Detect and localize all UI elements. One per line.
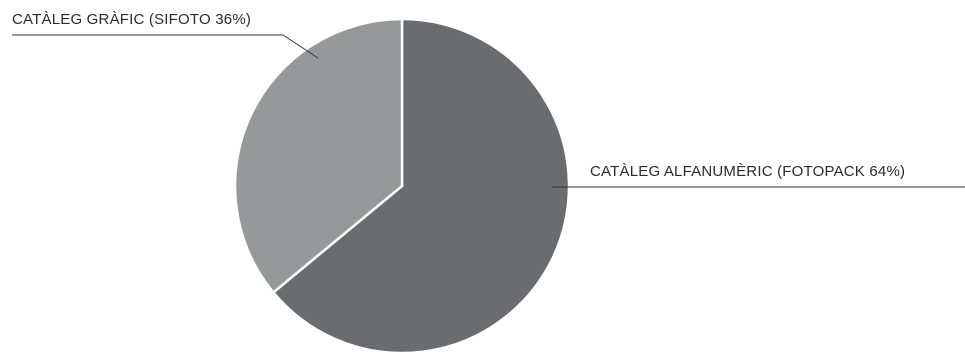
leader-line-sifoto [12,34,319,59]
slice-label-fotopack: CATÀLEG ALFANUMÈRIC (FOTOPACK 64%) [590,163,905,180]
pie-labels: CATÀLEG ALFANUMÈRIC (FOTOPACK 64%) CATÀL… [12,11,965,188]
slice-label-sifoto: CATÀLEG GRÀFIC (SIFOTO 36%) [12,11,251,28]
pie-slice-sifoto [233,17,404,295]
pie-slice-fotopack [271,17,571,354]
pie-slices [233,17,571,354]
